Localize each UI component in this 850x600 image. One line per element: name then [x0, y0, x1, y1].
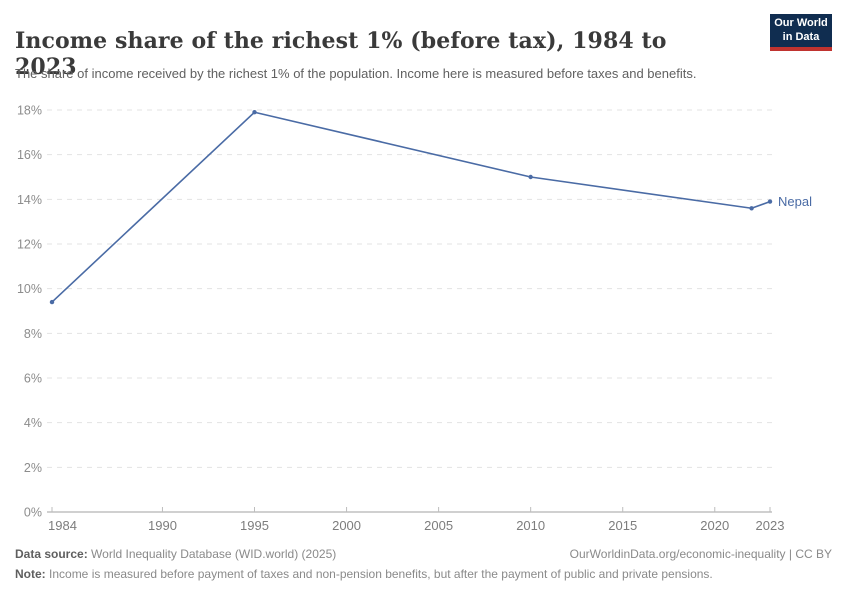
- y-axis-tick-label: 18%: [17, 104, 42, 118]
- owid-logo[interactable]: Our World in Data: [770, 14, 832, 51]
- chart-line: [51, 111, 771, 303]
- x-axis-tick-label: 2020: [700, 518, 729, 533]
- y-axis-tick-label: 12%: [17, 238, 42, 252]
- y-axis-tick-label: 6%: [24, 372, 42, 386]
- y-axis-tick-label: 8%: [24, 327, 42, 341]
- y-axis-tick-label: 10%: [17, 282, 42, 296]
- x-axis-tick-label: 2015: [608, 518, 637, 533]
- data-point: [749, 206, 754, 211]
- y-axis-tick-label: 16%: [17, 148, 42, 162]
- data-point: [528, 174, 533, 180]
- chart-subtitle: The share of income received by the rich…: [15, 66, 697, 81]
- data-point: [252, 110, 257, 115]
- y-axis-tick-label: 4%: [24, 416, 42, 430]
- data-point: [767, 199, 773, 204]
- chart-title: Income share of the richest 1% (before t…: [15, 27, 667, 80]
- chart-canvas: 0% 2% 4% 6% 8% 10% 12% 14% 16% 18% 1984 1990 1995 200…: [17, 104, 812, 534]
- note-label: Note:: [15, 567, 46, 581]
- y-axis-tick-label: 2%: [24, 461, 42, 475]
- data-point: [49, 299, 55, 305]
- x-axis-tick-label: 2023: [756, 518, 785, 533]
- data-source-line: Data source: World Inequality Database (…: [15, 547, 336, 561]
- x-axis-tick-label: 1990: [148, 518, 177, 533]
- x-axis-tick-label: 2010: [516, 518, 545, 533]
- owid-logo-line1: Our World: [774, 16, 828, 29]
- x-axis-tick-label: 2005: [424, 518, 453, 533]
- note-text: Income is measured before payment of tax…: [45, 567, 713, 581]
- y-axis-tick-label: 0%: [24, 506, 42, 520]
- owid-logo-line2: in Data: [782, 30, 820, 43]
- data-source-text: World Inequality Database (WID.world) (2…: [87, 547, 337, 561]
- y-axis-tick-label: 14%: [17, 193, 42, 207]
- owid-cc-link[interactable]: OurWorldinData.org/economic-inequality |…: [569, 547, 832, 561]
- series-end-label[interactable]: Nepal: [778, 194, 812, 209]
- note-line: Note: Income is measured before payment …: [15, 567, 713, 581]
- chart-footer: Data source: World Inequality Database (…: [15, 547, 832, 581]
- data-source-label: Data source:: [15, 547, 88, 561]
- x-axis-tick-label: 1995: [240, 518, 269, 533]
- x-axis-tick-label: 2000: [332, 518, 361, 533]
- x-axis-tick-label: 1984: [48, 518, 77, 533]
